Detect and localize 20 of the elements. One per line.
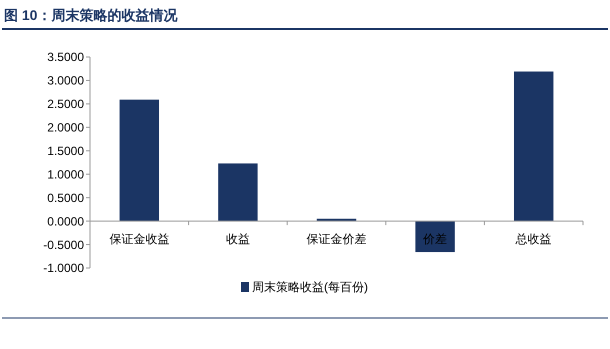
legend-label: 周末策略收益(每百份) [252,280,368,294]
y-tick-label: 1.0000 [47,167,84,182]
x-tick-label: 保证金收益 [109,232,170,246]
y-tick-label: 2.5000 [47,97,84,112]
y-tick-label: 2.0000 [47,120,84,135]
x-tick-label: 收益 [226,232,250,246]
y-tick-label: 3.0000 [47,74,84,88]
x-tick-label: 总收益 [514,232,552,246]
bar [218,163,258,222]
x-tick-label: 价差 [422,232,448,246]
y-tick-label: 0.0000 [47,214,84,228]
bar [514,72,554,222]
y-tick-label: -0.5000 [43,238,84,252]
y-tick-label: 3.5000 [47,50,84,64]
y-tick-label: 0.5000 [47,190,84,205]
x-tick-label: 保证金价差 [306,232,366,246]
y-tick-label: -1.0000 [43,261,84,276]
chart-title: 图 10：周末策略的收益情况 [4,7,178,23]
bar [120,100,160,222]
y-tick-label: 1.5000 [47,144,84,158]
